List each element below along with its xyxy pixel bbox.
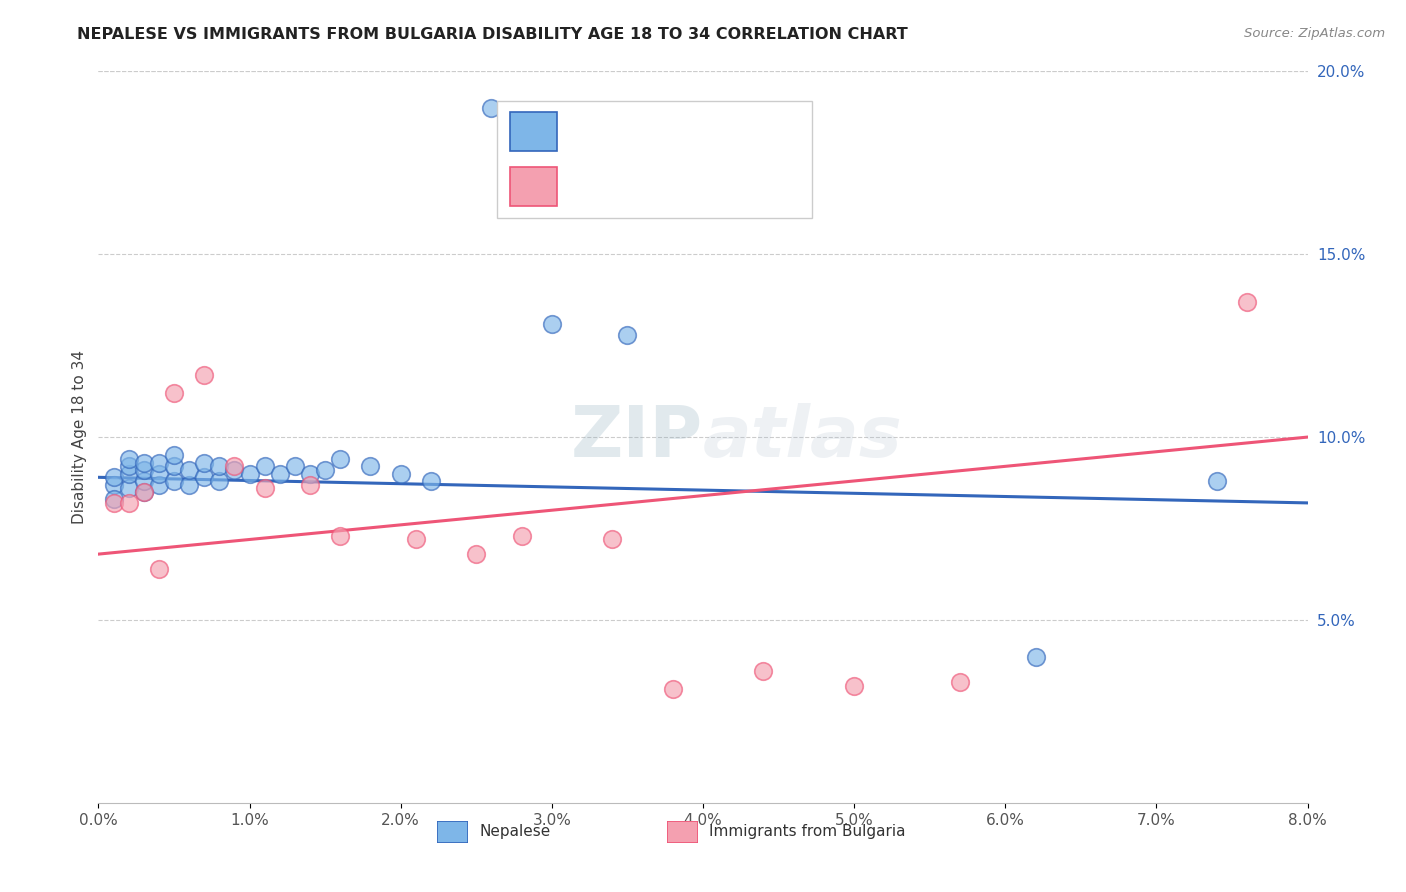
Point: [481, 101, 503, 115]
Point: [163, 448, 186, 462]
Point: [179, 463, 201, 477]
Point: [179, 477, 201, 491]
Point: [405, 533, 427, 547]
Point: [616, 327, 638, 342]
Point: [118, 467, 141, 481]
Point: [118, 496, 141, 510]
Point: [602, 533, 624, 547]
Point: [949, 675, 972, 690]
Point: [118, 459, 141, 474]
Point: [1025, 649, 1047, 664]
Text: Nepalese: Nepalese: [479, 824, 551, 838]
Point: [103, 492, 125, 507]
Point: [239, 467, 262, 481]
Point: [661, 682, 683, 697]
Point: [132, 485, 155, 500]
Point: [132, 474, 155, 488]
Point: [224, 459, 246, 474]
Point: [844, 679, 866, 693]
Point: [269, 467, 291, 481]
Point: [103, 477, 125, 491]
Point: [208, 459, 231, 474]
Point: [118, 452, 141, 467]
Point: [329, 529, 352, 543]
Text: atlas: atlas: [703, 402, 903, 472]
Y-axis label: Disability Age 18 to 34: Disability Age 18 to 34: [72, 350, 87, 524]
Point: [253, 459, 276, 474]
Point: [132, 485, 155, 500]
Point: [163, 474, 186, 488]
Point: [329, 452, 352, 467]
Point: [132, 463, 155, 477]
Text: NEPALESE VS IMMIGRANTS FROM BULGARIA DISABILITY AGE 18 TO 34 CORRELATION CHART: NEPALESE VS IMMIGRANTS FROM BULGARIA DIS…: [77, 27, 908, 42]
Point: [208, 474, 231, 488]
Point: [752, 664, 775, 678]
Point: [163, 386, 186, 401]
Point: [465, 547, 488, 561]
Point: [148, 477, 170, 491]
Point: [224, 463, 246, 477]
Text: Source: ZipAtlas.com: Source: ZipAtlas.com: [1244, 27, 1385, 40]
Point: [1206, 474, 1229, 488]
Point: [193, 368, 215, 382]
Point: [103, 470, 125, 484]
Point: [103, 496, 125, 510]
Point: [360, 459, 382, 474]
Point: [540, 317, 562, 331]
Point: [193, 456, 215, 470]
Text: ZIP: ZIP: [571, 402, 703, 472]
Text: Immigrants from Bulgaria: Immigrants from Bulgaria: [709, 824, 905, 838]
Point: [148, 562, 170, 576]
Point: [389, 467, 412, 481]
Point: [284, 459, 307, 474]
Point: [299, 477, 322, 491]
Point: [420, 474, 443, 488]
Point: [299, 467, 322, 481]
Point: [148, 467, 170, 481]
Point: [1236, 294, 1258, 309]
Point: [163, 459, 186, 474]
Point: [132, 456, 155, 470]
Point: [510, 529, 533, 543]
Point: [193, 470, 215, 484]
Point: [314, 463, 336, 477]
Point: [148, 456, 170, 470]
Point: [253, 481, 276, 495]
Point: [118, 481, 141, 495]
